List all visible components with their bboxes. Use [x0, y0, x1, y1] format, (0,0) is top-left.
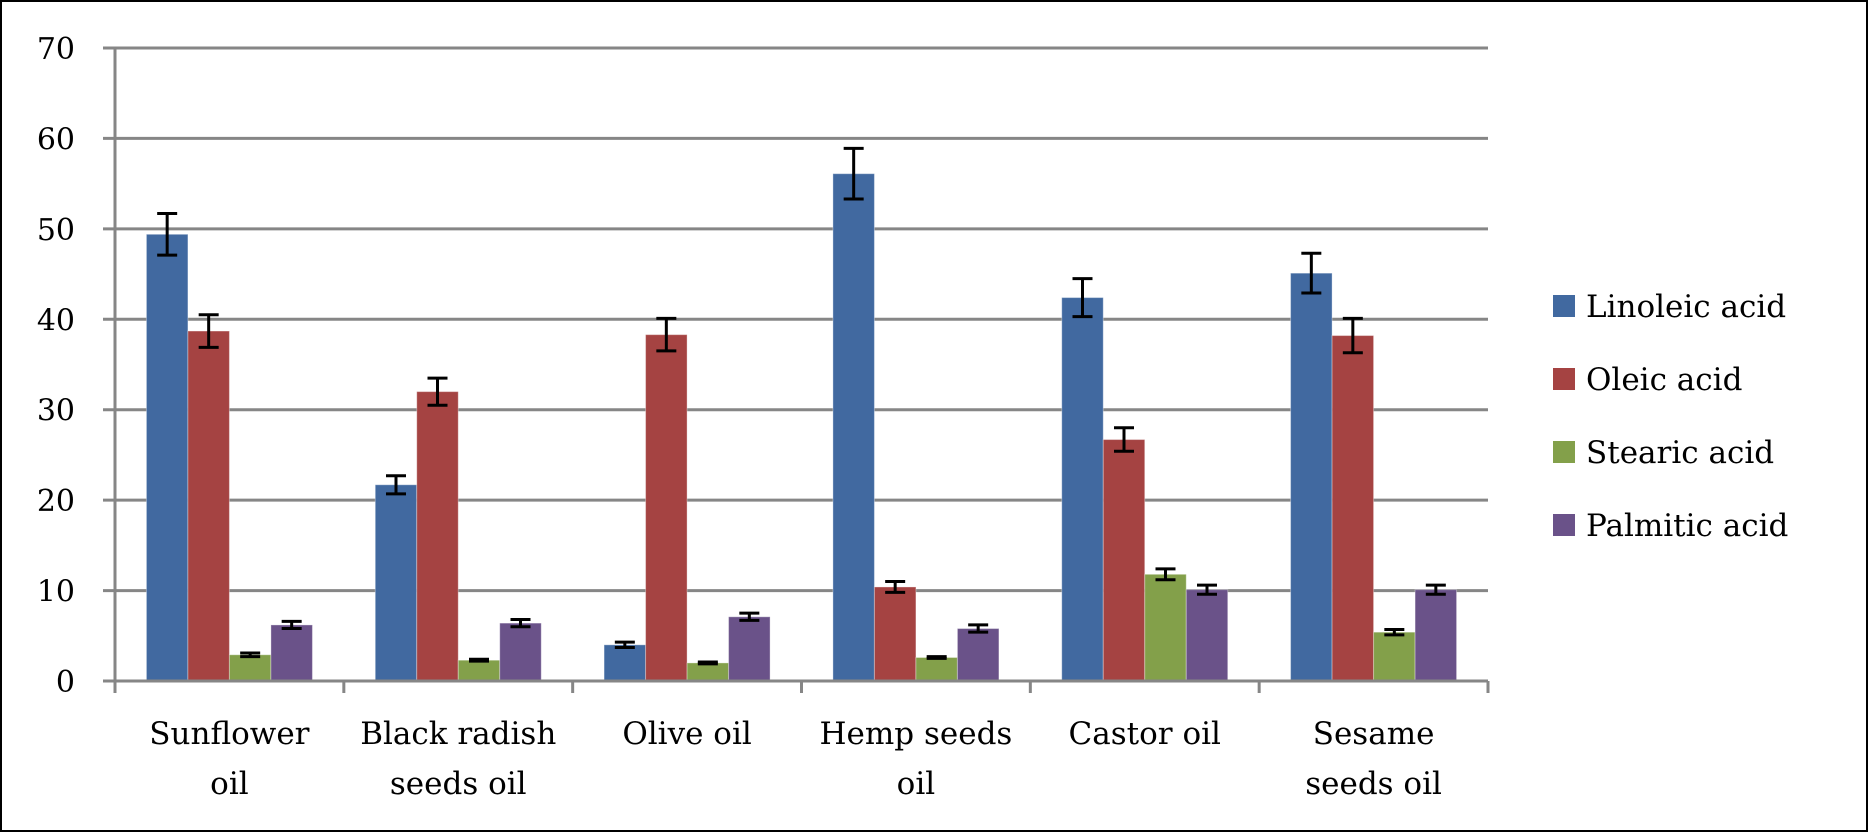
x-category-label: seeds oil: [1305, 766, 1442, 802]
y-tick-label: 0: [56, 665, 75, 700]
axes: [103, 48, 1490, 693]
bar-palmitic-acid: [499, 622, 542, 682]
y-tick-label: 70: [37, 32, 75, 67]
legend-swatch: [1553, 514, 1575, 536]
legend-label: Oleic acid: [1586, 362, 1742, 398]
y-tick-label: 20: [37, 484, 75, 519]
legend-swatch: [1553, 368, 1575, 390]
bars: [145, 173, 1458, 682]
bar-stearic-acid: [686, 662, 730, 682]
x-category-label: Black radish: [360, 716, 556, 752]
y-tick-label: 40: [37, 303, 75, 338]
x-category-label: oil: [210, 766, 249, 802]
y-tick-label: 60: [37, 122, 75, 157]
bar-palmitic-acid: [1414, 589, 1458, 682]
bar-linoleic-acid: [374, 484, 418, 682]
bar-linoleic-acid: [832, 173, 875, 682]
bar-oleic-acid: [416, 391, 459, 682]
x-category-label: Sunflower: [149, 716, 309, 752]
legend-label: Stearic acid: [1586, 435, 1774, 471]
bar-oleic-acid: [645, 334, 688, 682]
x-category-label: seeds oil: [390, 766, 527, 802]
y-tick-label: 10: [37, 575, 75, 610]
legend-swatch: [1553, 295, 1575, 317]
legend-label: Palmitic acid: [1586, 508, 1788, 544]
bar-stearic-acid: [457, 659, 501, 682]
bar-stearic-acid: [228, 654, 272, 682]
x-category-label: Hemp seeds: [820, 716, 1013, 752]
bar-stearic-acid: [1144, 573, 1187, 682]
x-category-label: Castor oil: [1069, 716, 1221, 752]
y-tick-label: 50: [37, 213, 75, 248]
bar-linoleic-acid: [1061, 297, 1104, 682]
legend: Linoleic acid Oleic acid Stearic acid Palmi…: [1553, 289, 1788, 544]
gridlines: [103, 46, 1488, 683]
bar-palmitic-acid: [1185, 589, 1229, 682]
x-category-label: Sesame: [1313, 716, 1435, 752]
bar-stearic-acid: [1373, 631, 1416, 682]
bar-linoleic-acid: [1290, 272, 1333, 682]
bar-stearic-acid: [915, 656, 958, 682]
bar-palmitic-acid: [956, 628, 1000, 682]
bar-oleic-acid: [1102, 439, 1146, 682]
y-tick-label: 30: [37, 394, 75, 429]
error-bars: [157, 146, 1446, 666]
bar-palmitic-acid: [728, 616, 771, 682]
bar-linoleic-acid: [603, 644, 647, 682]
legend-swatch: [1553, 441, 1575, 463]
bar-oleic-acid: [187, 330, 230, 682]
x-category-label: oil: [897, 766, 936, 802]
x-category-label: Olive oil: [622, 716, 751, 752]
y-axis-ticks: 0 10 20 30 40 50 60 70: [37, 32, 75, 700]
x-axis-labels: Sunflower oil Black radish seeds oil Olive o…: [149, 716, 1442, 802]
bar-linoleic-acid: [145, 233, 189, 682]
legend-label: Linoleic acid: [1586, 289, 1786, 325]
bar-oleic-acid: [1331, 335, 1375, 682]
bar-palmitic-acid: [270, 624, 313, 682]
bar-oleic-acid: [873, 586, 917, 682]
